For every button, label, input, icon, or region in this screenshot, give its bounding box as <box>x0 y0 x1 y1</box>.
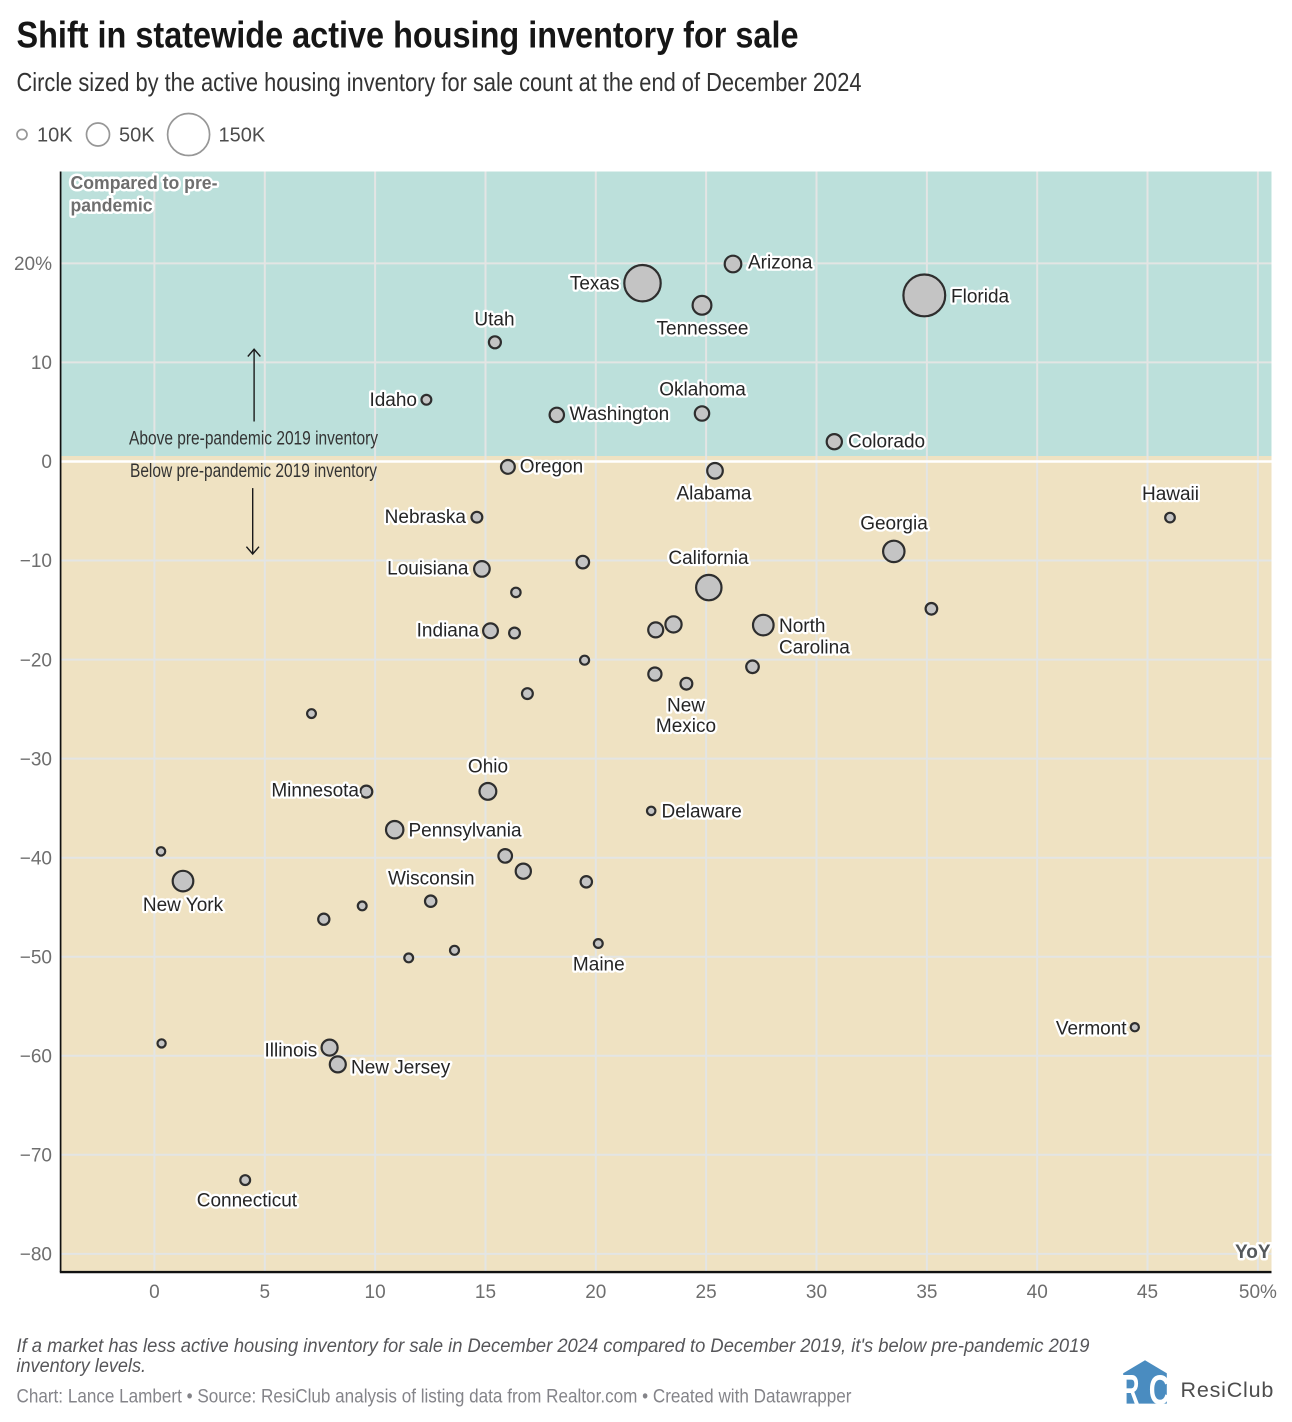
svg-text:Utah: Utah <box>474 310 514 331</box>
svg-text:Colorado: Colorado <box>848 431 925 452</box>
svg-text:35: 35 <box>916 1282 937 1303</box>
svg-text:Texas: Texas <box>570 274 620 295</box>
svg-text:Delaware: Delaware <box>662 801 742 822</box>
svg-text:30: 30 <box>806 1282 827 1303</box>
svg-text:−70: −70 <box>20 1146 52 1167</box>
svg-text:Compared to pre-: Compared to pre- <box>71 172 218 193</box>
svg-text:−80: −80 <box>20 1245 52 1266</box>
svg-text:50K: 50K <box>119 125 155 147</box>
svg-text:10: 10 <box>31 353 52 374</box>
svg-text:0: 0 <box>149 1282 160 1303</box>
svg-text:Oklahoma: Oklahoma <box>659 380 746 401</box>
svg-text:Nebraska: Nebraska <box>385 507 467 528</box>
svg-text:10: 10 <box>365 1282 386 1303</box>
svg-text:Connecticut: Connecticut <box>197 1190 298 1211</box>
svg-text:inventory levels.: inventory levels. <box>17 1356 147 1377</box>
svg-text:Vermont: Vermont <box>1056 1019 1127 1040</box>
svg-text:−30: −30 <box>20 749 52 770</box>
svg-text:pandemic: pandemic <box>71 195 153 216</box>
svg-text:Wisconsin: Wisconsin <box>388 868 475 889</box>
svg-text:Washington: Washington <box>570 404 670 425</box>
svg-text:−20: −20 <box>20 650 52 671</box>
svg-text:Shift in statewide active hous: Shift in statewide active housing invent… <box>17 15 799 56</box>
svg-text:If a market has less active ho: If a market has less active housing inve… <box>17 1336 1090 1357</box>
svg-text:Alabama: Alabama <box>677 484 752 505</box>
svg-text:10K: 10K <box>37 125 73 147</box>
svg-text:Above pre-pandemic 2019 invent: Above pre-pandemic 2019 inventory <box>129 429 378 450</box>
svg-text:Below pre-pandemic 2019 invent: Below pre-pandemic 2019 inventory <box>130 461 377 482</box>
svg-text:California: California <box>668 548 749 569</box>
svg-text:New: New <box>667 696 705 717</box>
svg-text:−40: −40 <box>20 848 52 869</box>
svg-text:New Jersey: New Jersey <box>351 1057 451 1078</box>
svg-text:−10: −10 <box>20 551 52 572</box>
svg-text:Indiana: Indiana <box>417 621 480 642</box>
svg-text:North: North <box>779 616 825 637</box>
svg-text:15: 15 <box>475 1282 496 1303</box>
svg-text:Minnesota: Minnesota <box>271 781 359 802</box>
svg-text:50%: 50% <box>1239 1282 1277 1303</box>
svg-text:Circle sized by the active hou: Circle sized by the active housing inven… <box>17 67 862 97</box>
svg-text:150K: 150K <box>219 125 266 147</box>
svg-text:YoY: YoY <box>1235 1242 1271 1263</box>
svg-text:0: 0 <box>41 452 52 473</box>
svg-text:20: 20 <box>585 1282 606 1303</box>
svg-text:−60: −60 <box>20 1047 52 1068</box>
svg-text:−50: −50 <box>20 948 52 969</box>
svg-text:C: C <box>1149 1366 1170 1414</box>
svg-text:5: 5 <box>260 1282 271 1303</box>
svg-text:20%: 20% <box>14 254 52 275</box>
svg-text:Idaho: Idaho <box>369 390 417 411</box>
svg-text:New York: New York <box>143 895 224 916</box>
svg-text:40: 40 <box>1027 1282 1048 1303</box>
svg-text:25: 25 <box>696 1282 717 1303</box>
svg-text:Arizona: Arizona <box>748 253 813 274</box>
svg-text:Georgia: Georgia <box>860 514 928 535</box>
svg-text:Tennessee: Tennessee <box>657 319 749 340</box>
svg-text:Carolina: Carolina <box>779 637 850 658</box>
svg-text:Ohio: Ohio <box>468 757 508 778</box>
svg-text:Mexico: Mexico <box>656 716 716 737</box>
svg-text:Pennsylvania: Pennsylvania <box>409 820 522 841</box>
svg-text:Oregon: Oregon <box>520 457 583 478</box>
svg-text:Illinois: Illinois <box>264 1041 317 1062</box>
svg-text:Florida: Florida <box>951 286 1010 307</box>
svg-text:ResiClub: ResiClub <box>1181 1378 1275 1402</box>
svg-text:Louisiana: Louisiana <box>387 559 469 580</box>
svg-text:R: R <box>1121 1367 1139 1413</box>
svg-text:Hawaii: Hawaii <box>1142 484 1199 505</box>
svg-text:Chart: Lance Lambert • Source:: Chart: Lance Lambert • Source: ResiClub … <box>17 1386 853 1407</box>
svg-text:45: 45 <box>1137 1282 1158 1303</box>
svg-text:Maine: Maine <box>573 954 625 975</box>
